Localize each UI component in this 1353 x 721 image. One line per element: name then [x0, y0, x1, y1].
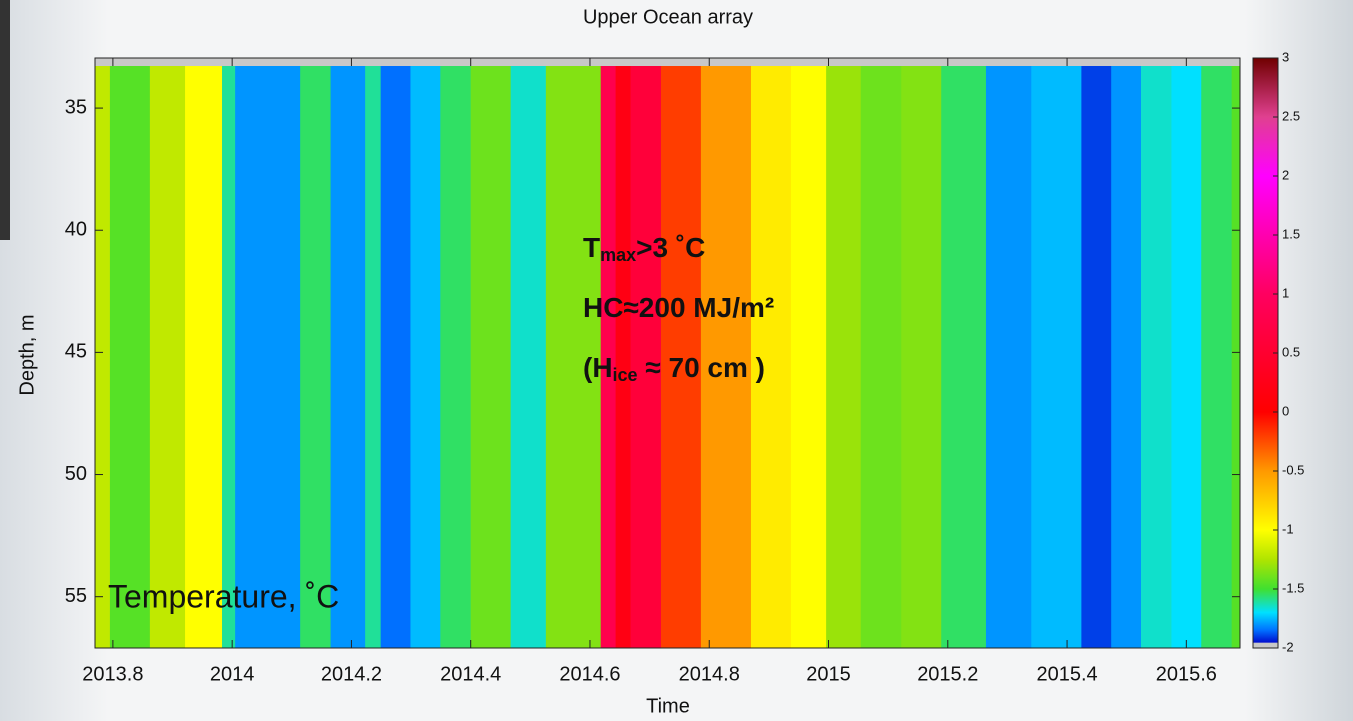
heat-stripe — [901, 66, 942, 648]
heat-stripe — [380, 66, 411, 648]
annotation-part: (H — [583, 352, 613, 383]
colorbar-tick-label: 1 — [1282, 285, 1289, 300]
colorbar-tick-label: 3 — [1282, 49, 1289, 64]
heat-stripe — [1201, 66, 1233, 648]
annotation-part: ≈ 70 cm ) — [638, 352, 765, 383]
colorbar-tick-label: -1.5 — [1282, 580, 1304, 595]
heat-stripe — [95, 66, 111, 648]
heat-stripe — [410, 66, 441, 648]
annotation: HC≈200 MJ/m² — [583, 292, 774, 323]
y-tick-label: 40 — [65, 219, 87, 241]
x-tick-label: 2014.6 — [559, 663, 620, 685]
background-edge — [0, 0, 10, 240]
x-tick-label: 2015 — [806, 663, 851, 685]
heat-stripe — [630, 66, 662, 648]
heat-stripe — [985, 66, 1032, 648]
y-tick-label: 35 — [65, 96, 87, 118]
annotation-part: HC≈200 MJ/m² — [583, 292, 774, 323]
x-tick-label: 2015.4 — [1036, 663, 1097, 685]
heat-stripe — [790, 66, 827, 648]
heat-stripe — [750, 66, 792, 648]
y-axis-label: Depth, m — [16, 314, 38, 395]
heat-stripe — [615, 66, 632, 648]
heat-stripe — [330, 66, 366, 648]
y-tick-label: 50 — [65, 463, 87, 485]
annotation: Tmax>3 ˚C — [583, 232, 705, 264]
plot-frame — [94, 57, 1241, 649]
overlay-label: Temperature, ˚C — [108, 578, 339, 614]
x-tick-label: 2013.8 — [82, 663, 143, 685]
heat-stripe — [600, 66, 617, 648]
heat-stripe — [470, 66, 512, 648]
heat-stripe — [545, 66, 602, 648]
colorbar-tick-label: 0 — [1282, 403, 1289, 418]
heat-stripe — [1031, 66, 1082, 648]
heat-stripe — [1231, 66, 1241, 648]
y-tick-label: 55 — [65, 585, 87, 607]
heat-stripe — [235, 66, 301, 648]
heat-stripe — [1171, 66, 1202, 648]
heat-stripe — [109, 66, 151, 648]
heat-stripe — [365, 66, 382, 648]
x-tick-label: 2014 — [210, 663, 255, 685]
heat-stripe — [660, 66, 702, 648]
heat-stripe — [1111, 66, 1142, 648]
heat-stripe — [149, 66, 186, 648]
heat-stripe — [1081, 66, 1112, 648]
x-tick-label: 2015.6 — [1156, 663, 1217, 685]
colorbar-tick-label: 1.5 — [1282, 226, 1300, 241]
annotation-part: T — [583, 232, 600, 263]
x-tick-label: 2014.4 — [440, 663, 501, 685]
colorbar-tick-label: 2 — [1282, 167, 1289, 182]
heat-stripe — [700, 66, 752, 648]
heat-stripe — [826, 66, 862, 648]
heat-stripe — [860, 66, 902, 648]
y-tick-label: 45 — [65, 341, 87, 363]
colorbar-tick-label: 0.5 — [1282, 344, 1300, 359]
x-tick-label: 2014.8 — [679, 663, 740, 685]
heat-stripe — [300, 66, 332, 648]
x-tick-label: 2014.2 — [321, 663, 382, 685]
annotation-part: >3 ˚C — [636, 232, 705, 263]
heat-stripe — [222, 66, 236, 648]
annotation-part: ice — [613, 365, 638, 385]
heat-stripe — [941, 66, 987, 648]
chart-title: Upper Ocean array — [583, 6, 753, 28]
x-tick-label: 2015.2 — [917, 663, 978, 685]
heat-stripe — [510, 66, 547, 648]
colorbar-tick-label: -2 — [1282, 639, 1294, 654]
heat-stripe — [1141, 66, 1172, 648]
colorbar-tick-label: -1 — [1282, 521, 1294, 536]
colorbar-tick-label: 2.5 — [1282, 108, 1300, 123]
annotation-part: max — [600, 245, 636, 265]
x-axis-label: Time — [646, 695, 690, 717]
heat-stripe — [185, 66, 223, 648]
heat-stripe — [440, 66, 472, 648]
colorbar-tick-label: -0.5 — [1282, 462, 1304, 477]
annotation: (Hice ≈ 70 cm ) — [583, 352, 765, 384]
